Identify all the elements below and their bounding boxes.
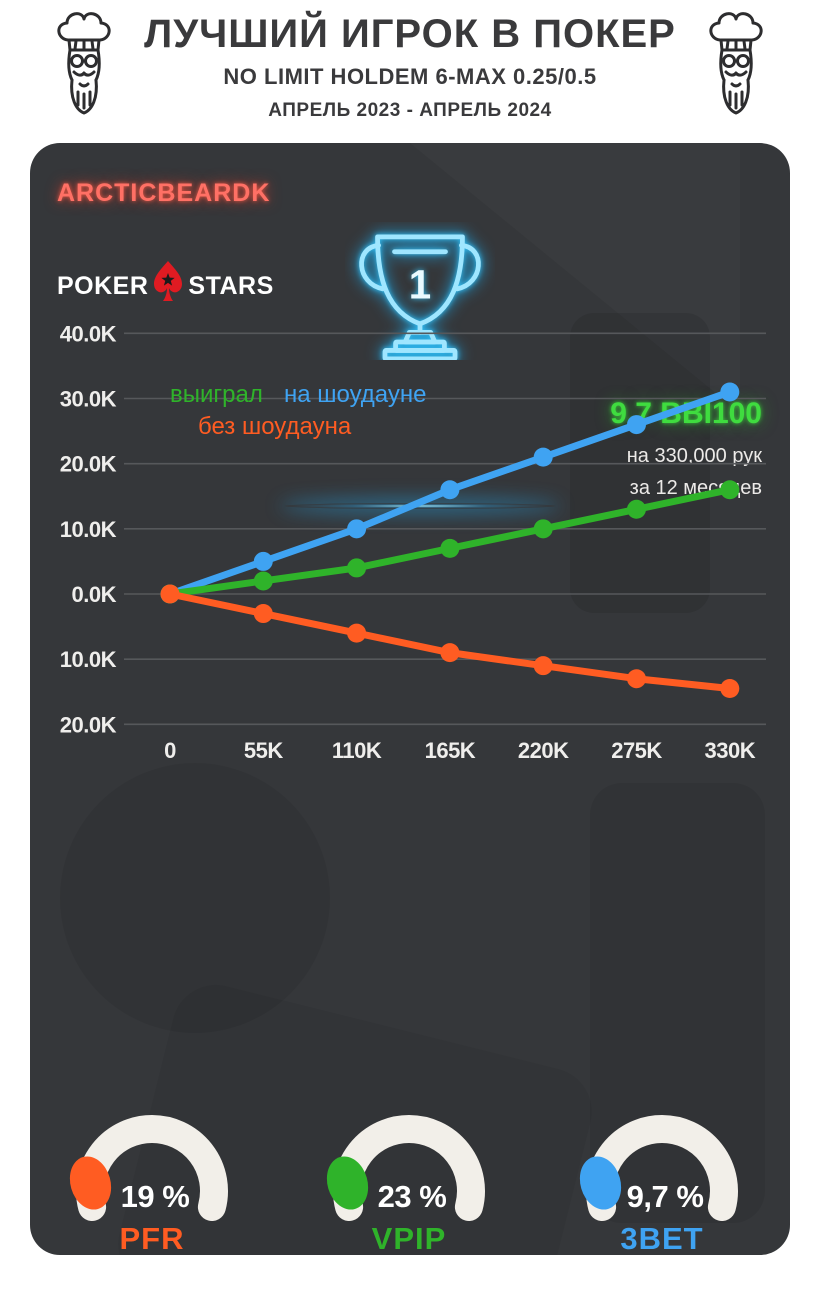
stats-card: ARCTICBEARDK POKER STARS 1 xyxy=(30,143,790,1255)
series-line xyxy=(166,590,734,692)
hands-count: на 330,000 рук xyxy=(626,445,762,467)
data-point xyxy=(347,558,367,578)
x-axis-label: 0 xyxy=(164,738,176,763)
data-point xyxy=(347,623,367,643)
chef-king-icon xyxy=(709,12,763,115)
data-point xyxy=(720,480,740,500)
data-point xyxy=(627,499,646,519)
y-axis-label: -20.0K xyxy=(60,712,117,737)
y-axis-label: 0.0K xyxy=(72,582,117,607)
data-point xyxy=(533,519,553,539)
y-axis-label: 40.0K xyxy=(60,321,117,346)
x-axis-label: 220K xyxy=(518,738,569,763)
gauge-marker xyxy=(69,1156,112,1210)
gauge-value: 23 % xyxy=(378,1179,447,1214)
gauges-row: 19 % PFR 23 % VPIP 9,7 % 3BET xyxy=(30,1107,790,1255)
data-point xyxy=(253,571,273,591)
x-axis-label: 55K xyxy=(244,738,283,763)
gauge-value: 9,7 % xyxy=(627,1179,704,1214)
pokerstars-logo: POKER STARS xyxy=(57,261,790,304)
data-point xyxy=(347,519,367,539)
chef-king-icon xyxy=(57,12,111,115)
x-axis-label: 330K xyxy=(705,738,756,763)
winnings-chart: 40.0K 30.0K 20.0K 10.0K 0.0K -10.0K -20.0K 0 55K… xyxy=(60,321,766,763)
date-range: АПРЕЛЬ 2023 - АПРЕЛЬ 2024 xyxy=(268,100,552,121)
x-axis-label: 275K xyxy=(611,738,662,763)
gauge-marker xyxy=(326,1156,369,1210)
watermark-shape xyxy=(60,763,330,1033)
data-point xyxy=(533,447,553,467)
legend-item: выиграл xyxy=(170,381,263,408)
gauge-value: 19 % xyxy=(121,1179,190,1214)
page-title: ЛУЧШИЙ ИГРОК В ПОКЕР xyxy=(144,12,676,56)
logo-word-stars: STARS xyxy=(188,271,274,300)
data-point xyxy=(720,382,740,402)
gauge-pfr: 19 % PFR xyxy=(57,1107,247,1255)
data-point xyxy=(440,480,460,500)
data-point xyxy=(253,551,273,571)
y-axis-label: 10.0K xyxy=(60,517,117,542)
y-axis-label: 30.0K xyxy=(60,386,117,411)
gauge-label: PFR xyxy=(120,1221,185,1255)
legend-item: без шоудауна xyxy=(198,413,352,440)
pokerstars-spade-star-icon xyxy=(154,261,183,301)
neon-trophy-first-place-icon: 1 xyxy=(359,234,481,362)
gauge-3bet: 9,7 % 3BET xyxy=(567,1107,757,1255)
gauge-label: VPIP xyxy=(372,1221,447,1255)
data-point xyxy=(440,538,460,558)
game-format-subtitle: NO LIMIT HOLDEM 6-MAX 0.25/0.5 xyxy=(223,64,597,89)
player-nickname: ARCTICBEARDK xyxy=(57,179,271,207)
trophy-rank: 1 xyxy=(409,261,431,307)
y-axis-label: -10.0K xyxy=(60,647,117,672)
x-axis-label: 110K xyxy=(332,738,382,763)
y-axis-label: 20.0K xyxy=(60,452,117,477)
data-point xyxy=(253,604,273,624)
gauge-marker xyxy=(579,1156,622,1210)
data-point xyxy=(160,584,180,604)
legend-item: на шоудауне xyxy=(284,381,427,408)
x-axis-label: 165K xyxy=(425,738,476,763)
logo-word-poker: POKER xyxy=(57,271,149,300)
gauge-vpip: 23 % VPIP xyxy=(314,1107,504,1255)
data-point xyxy=(627,669,646,689)
data-point xyxy=(720,678,740,698)
data-point xyxy=(440,643,460,663)
data-point xyxy=(627,415,646,435)
gauge-label: 3BET xyxy=(620,1221,703,1255)
data-point xyxy=(533,656,553,676)
